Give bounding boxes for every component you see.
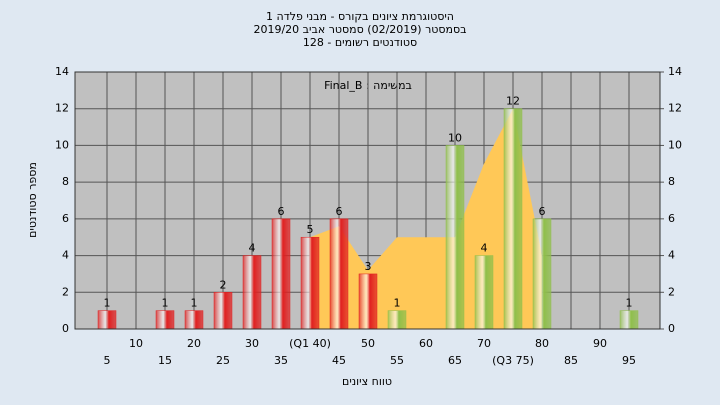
x-tick-label: 45 bbox=[332, 354, 346, 367]
x-tick-label: (Q1 40) bbox=[289, 337, 331, 350]
bar bbox=[97, 310, 117, 330]
y-tick-label: 0 bbox=[62, 322, 69, 335]
bar bbox=[155, 310, 175, 330]
y-tick-label: 6 bbox=[62, 212, 69, 225]
y-tick-label: 12 bbox=[55, 102, 69, 115]
bar bbox=[184, 310, 204, 330]
bar bbox=[619, 310, 639, 330]
data-label: 1 bbox=[104, 297, 111, 310]
x-tick-label: 95 bbox=[622, 354, 636, 367]
x-tick-label: 25 bbox=[216, 354, 230, 367]
x-tick-label: 90 bbox=[593, 337, 607, 350]
x-tick-label: 30 bbox=[245, 337, 259, 350]
data-label: 12 bbox=[506, 95, 520, 108]
x-tick-label: 85 bbox=[564, 354, 578, 367]
x-tick-label: 65 bbox=[448, 354, 462, 367]
data-label: 6 bbox=[278, 205, 285, 218]
data-label: 1 bbox=[162, 297, 169, 310]
y2-tick-label: 0 bbox=[668, 322, 675, 335]
y-tick-label: 4 bbox=[62, 249, 69, 262]
y2-tick-label: 10 bbox=[668, 138, 682, 151]
y-axis-label: מספר סטודנטים bbox=[26, 162, 39, 238]
x-tick-label: 20 bbox=[187, 337, 201, 350]
y2-tick-label: 6 bbox=[668, 212, 675, 225]
y-tick-label: 2 bbox=[62, 285, 69, 298]
data-label: 1 bbox=[394, 297, 401, 310]
data-label: 4 bbox=[249, 242, 256, 255]
x-tick-label: 5 bbox=[104, 354, 111, 367]
y-tick-label: 8 bbox=[62, 175, 69, 188]
x-tick-label: 50 bbox=[361, 337, 375, 350]
bar bbox=[213, 292, 233, 330]
bar bbox=[387, 310, 407, 330]
bar bbox=[300, 236, 320, 330]
data-label: 2 bbox=[220, 278, 227, 291]
bar bbox=[503, 108, 523, 330]
bar bbox=[329, 218, 349, 330]
x-tick-label: (Q3 75) bbox=[492, 354, 534, 367]
bar bbox=[445, 145, 465, 330]
bar bbox=[271, 218, 291, 330]
y2-tick-label: 14 bbox=[668, 65, 682, 78]
x-tick-label: 15 bbox=[158, 354, 172, 367]
data-label: 6 bbox=[336, 205, 343, 218]
y-tick-label: 14 bbox=[55, 65, 69, 78]
x-tick-label: 10 bbox=[129, 337, 143, 350]
data-label: 4 bbox=[481, 242, 488, 255]
x-axis-label: טווח ציונים bbox=[342, 375, 392, 388]
bar bbox=[474, 255, 494, 330]
y2-tick-label: 2 bbox=[668, 285, 675, 298]
data-label: 5 bbox=[307, 223, 314, 236]
chart-title: היסטוגרמת ציונים בקורס - מבני פלדה 1 bbox=[266, 10, 454, 23]
bar bbox=[532, 218, 552, 330]
data-label: 3 bbox=[365, 260, 372, 273]
x-tick-label: 55 bbox=[390, 354, 404, 367]
y2-tick-label: 8 bbox=[668, 175, 675, 188]
y2-tick-label: 4 bbox=[668, 249, 675, 262]
x-tick-label: 80 bbox=[535, 337, 549, 350]
x-tick-label: 60 bbox=[419, 337, 433, 350]
bar bbox=[242, 255, 262, 330]
chart-subtitle: סטודנטים רשומים - 128 bbox=[303, 36, 417, 49]
y2-tick-label: 12 bbox=[668, 102, 682, 115]
x-tick-label: 35 bbox=[274, 354, 288, 367]
data-label: 10 bbox=[448, 131, 462, 144]
plot-frame bbox=[74, 71, 661, 330]
data-label: 1 bbox=[191, 297, 198, 310]
data-label: 6 bbox=[539, 205, 546, 218]
data-label: 1 bbox=[626, 297, 633, 310]
x-tick-label: 70 bbox=[477, 337, 491, 350]
chart-subtitle: בסמסטר (02/2019) סמסטר אביב 2019/20 bbox=[253, 23, 466, 36]
bar bbox=[358, 273, 378, 330]
y-tick-label: 10 bbox=[55, 138, 69, 151]
